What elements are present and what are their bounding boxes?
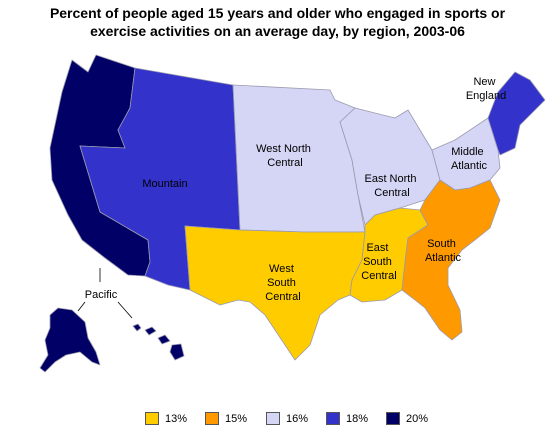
region-new-england[interactable] [487,71,546,156]
map-title: Percent of people aged 15 years and olde… [0,4,555,40]
legend-swatch-20 [386,412,400,425]
legend-swatch-13 [145,412,159,425]
label-pacific: Pacific [85,289,118,301]
pacific-leader-line-left [77,301,86,312]
label-middle-atlantic: Middle Atlantic [451,146,488,172]
legend-label-20: 20% [406,413,429,425]
region-pacific-hawaii-2[interactable] [144,326,157,336]
region-pacific-hawaii-4[interactable] [169,343,185,361]
map-title-line-2: exercise activities on an average day, b… [90,23,465,39]
legend-swatch-18 [326,412,340,425]
region-east-north-central[interactable] [339,107,441,226]
legend-label-13: 13% [165,413,188,425]
region-pacific-hawaii-1[interactable] [132,323,142,332]
legend-swatch-15 [205,412,219,425]
label-new-england: New England [466,76,506,102]
legend-label-15: 15% [225,413,248,425]
legend-label-16: 16% [286,413,309,425]
label-south-atlantic: South Atlantic [425,238,462,264]
label-west-south-central: West South Central [265,263,300,303]
region-south-atlantic[interactable] [401,179,501,341]
label-east-south-central: East South Central [361,242,396,282]
map-title-line-1: Percent of people aged 15 years and olde… [49,5,506,21]
legend-label-18: 18% [346,413,369,425]
label-west-north-central: West North Central [256,143,314,169]
label-mountain: Mountain [142,178,187,190]
label-east-north-central: East North Central [364,173,419,199]
region-pacific-hawaii-3[interactable] [157,334,171,345]
pacific-leader-line-right [117,301,133,319]
legend: 13% 15% 16% 18% 20% [0,411,555,431]
us-region-map: Pacific Mountain West North Central East… [39,54,546,373]
legend-swatch-16 [266,412,280,425]
region-pacific-alaska[interactable] [39,307,101,373]
